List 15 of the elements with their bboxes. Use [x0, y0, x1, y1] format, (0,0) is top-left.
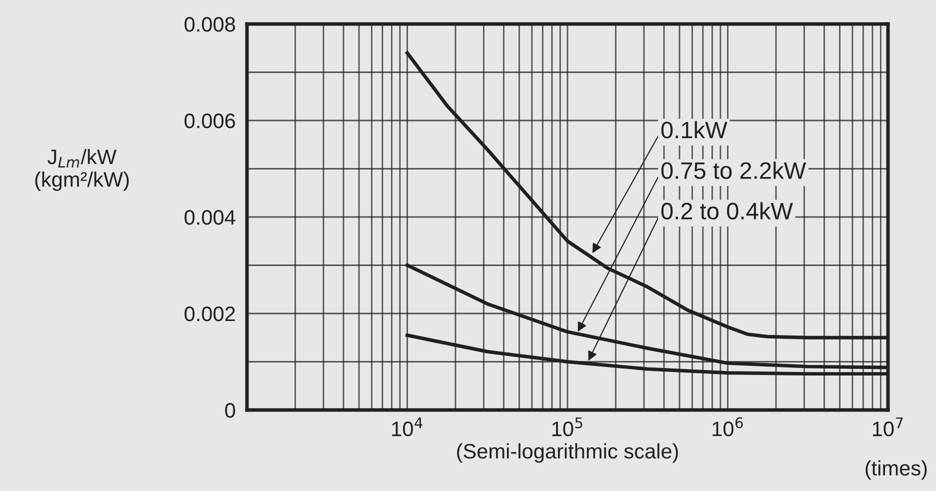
y-axis-title: J$_{Lm}$/kW (kgm²/kW) — [35, 148, 129, 191]
x-axis-title: (Semi-logarithmic scale) — [457, 443, 678, 463]
annotation: 0.2 to 0.4kW — [661, 202, 793, 220]
annotation: 0.1kW — [661, 121, 728, 138]
text: (times) — [866, 460, 927, 480]
y-tick-label: 0.008 — [184, 17, 235, 32]
x-tick-label: 10$^{4}$ — [392, 417, 422, 436]
x-tick-label: 10$^{7}$ — [872, 417, 903, 436]
y-tick-label: 0 — [225, 403, 236, 418]
y-tick-label: 0.004 — [184, 210, 236, 225]
x-tick-label: 10$^{5}$ — [552, 417, 582, 436]
annotation: 0.75 to 2.2kW — [661, 162, 806, 179]
y-tick-label: 0.006 — [184, 114, 235, 128]
y-tick-label: 0.002 — [184, 306, 235, 322]
x-tick-label: 10$^{6}$ — [712, 417, 743, 436]
